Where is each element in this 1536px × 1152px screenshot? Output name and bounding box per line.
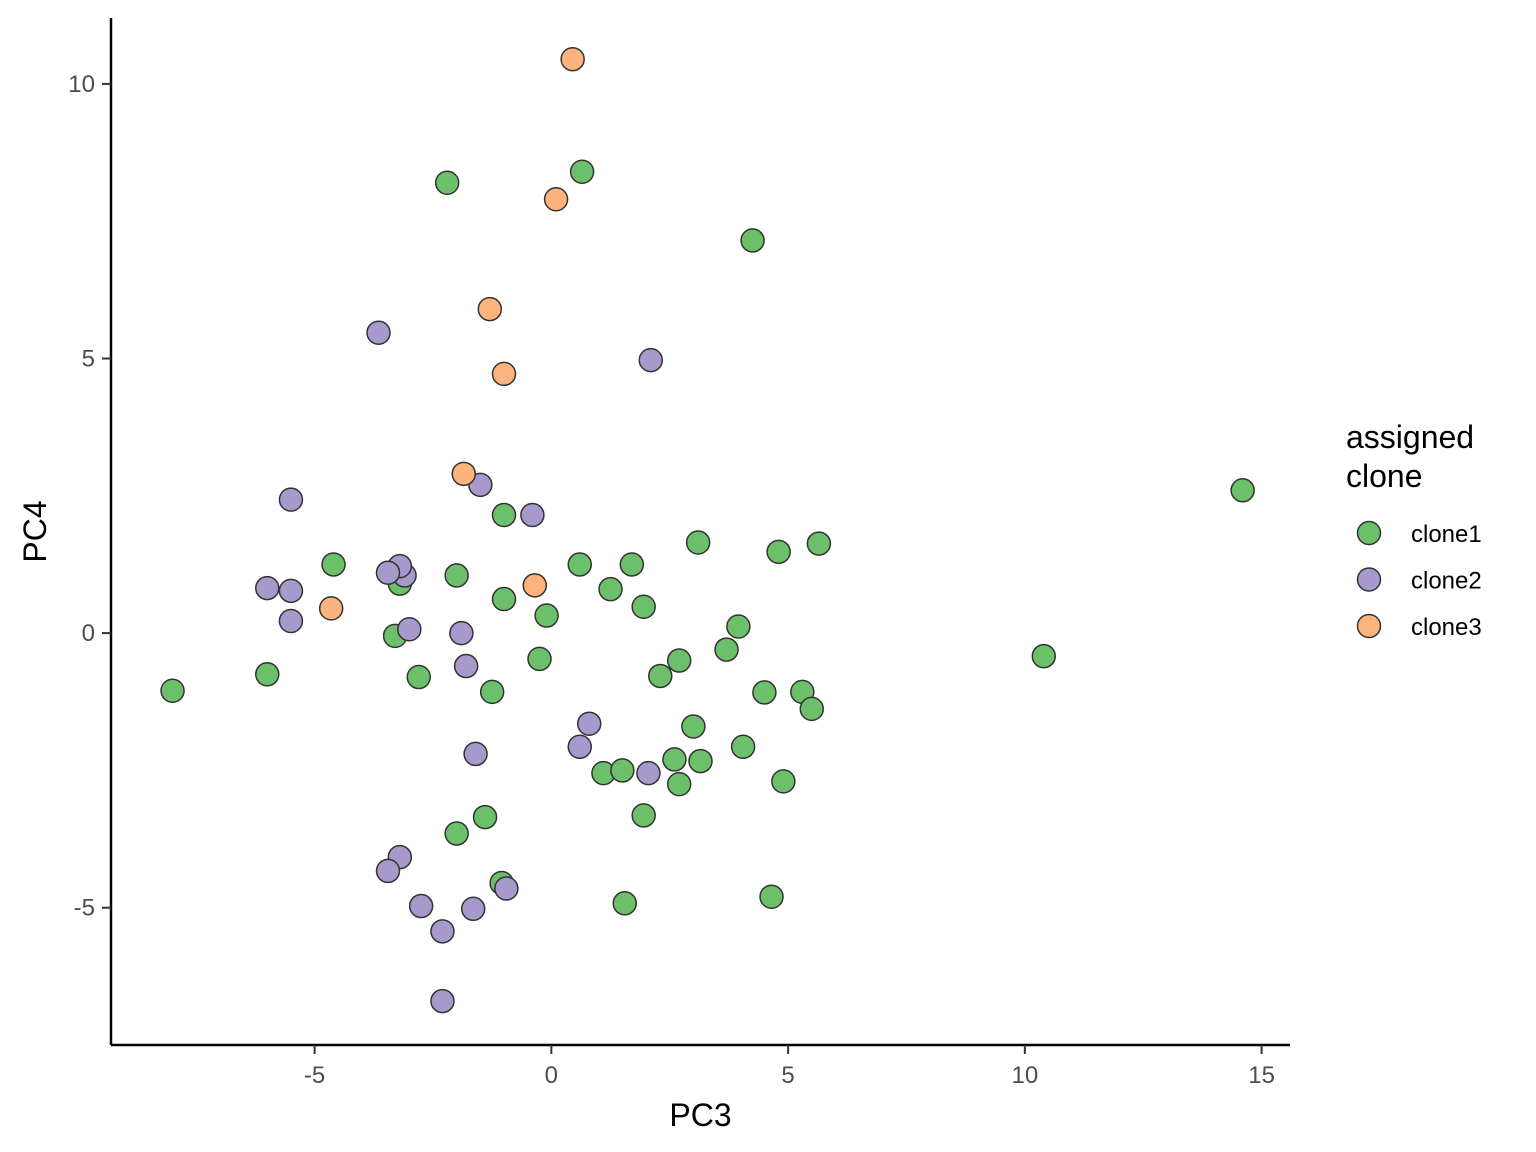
legend-key-clone2 [1356,567,1382,592]
clone1-point [740,228,765,253]
clone3-point [543,186,569,212]
clone1-point [766,539,791,565]
clone2-point [567,734,593,760]
x-tick-label: 0 [545,1062,558,1089]
clone1-point [799,696,825,722]
clone1-point [688,748,713,774]
clone2-point [278,578,304,604]
clone1-point [321,552,346,577]
clone1-point [1230,478,1255,503]
y-axis-title: PC4 [17,500,53,562]
clone2-point [494,876,519,901]
clone1-point [255,662,280,687]
clone1-point [666,648,692,673]
clone1-point [610,758,635,783]
clone1-point [631,803,656,828]
clone2-point [638,347,664,373]
clone2-point [278,487,304,512]
clone2-point [255,575,280,601]
clone1-point [434,170,460,196]
legend-items: clone1 clone2 clone3 [1356,520,1482,641]
clone3-point [560,46,585,72]
clone2-point [636,760,661,786]
clone3-point [522,573,548,598]
clone2-point [520,502,545,528]
x-tick-label: 5 [781,1062,794,1089]
clone1-point [612,891,637,916]
clone2-point [449,620,474,646]
legend-label-clone2: clone2 [1411,568,1482,595]
clone2-point [397,617,422,642]
clone2-point [366,320,391,345]
clone1-point [662,747,687,772]
x-tick-label: 15 [1248,1062,1275,1089]
clone1-point [759,884,784,909]
clone1-point [726,614,751,639]
clone1-point [534,603,559,628]
clone1-point [491,586,517,612]
clone3-point [477,296,503,322]
clone2-point [453,653,479,679]
clone1-point [806,531,832,556]
legend-key-clone1 [1356,520,1382,546]
x-tick-label: 10 [1011,1062,1038,1089]
clone2-point [463,741,488,767]
clone1-point [730,734,756,760]
clone2-point [375,858,401,884]
clone1-point [752,680,777,705]
x-ticks: -5 0 5 10 15 [304,1045,1275,1089]
clone1-point [444,563,469,588]
clone3-point [491,361,517,387]
clone2-point [430,919,455,944]
clone2-point [408,893,434,919]
clone1-point [666,771,692,797]
legend: assigned clone clone1 clone2 clone3 [1346,419,1482,641]
clone1-point [648,663,673,689]
clone1-point [714,637,739,662]
clone2-point [430,988,455,1014]
clone2-point [460,896,486,922]
clone1-point [444,821,469,846]
clone2-point [576,711,602,736]
x-tick-label: -5 [304,1062,325,1089]
clone1-point [569,159,595,185]
clone1-point [685,530,711,555]
clone1-point [681,714,706,739]
clone1-point [619,552,645,577]
clone1-point [479,679,505,705]
y-tick-label: -5 [74,895,95,922]
clone3-point [451,461,477,487]
clone1-point [631,594,656,619]
legend-title-line-1: assigned [1346,419,1474,455]
clone1-point [1031,643,1057,669]
y-tick-label: 10 [68,71,95,98]
legend-label-clone1: clone1 [1411,521,1482,548]
clone1-point [472,804,498,830]
axes-layer [109,18,1290,1047]
x-axis-title: PC3 [669,1097,731,1133]
legend-label-clone3: clone3 [1411,614,1482,641]
clone1-point [527,646,552,672]
legend-title-line-2: clone [1346,458,1423,494]
clone1-point [160,678,185,704]
clone2-point [375,560,401,585]
clone1-point [567,552,593,577]
y-ticks: -5 0 5 10 [68,71,111,922]
clone1-point [491,502,517,528]
legend-key-clone3 [1356,613,1382,639]
points-layer [160,46,1255,1014]
y-tick-label: 0 [82,620,95,647]
y-tick-label: 5 [82,346,95,373]
clone1-point [406,664,432,690]
clone1-point [598,576,623,602]
clone1-point [771,769,796,794]
clone2-point [278,608,304,634]
clone3-point [318,596,344,621]
